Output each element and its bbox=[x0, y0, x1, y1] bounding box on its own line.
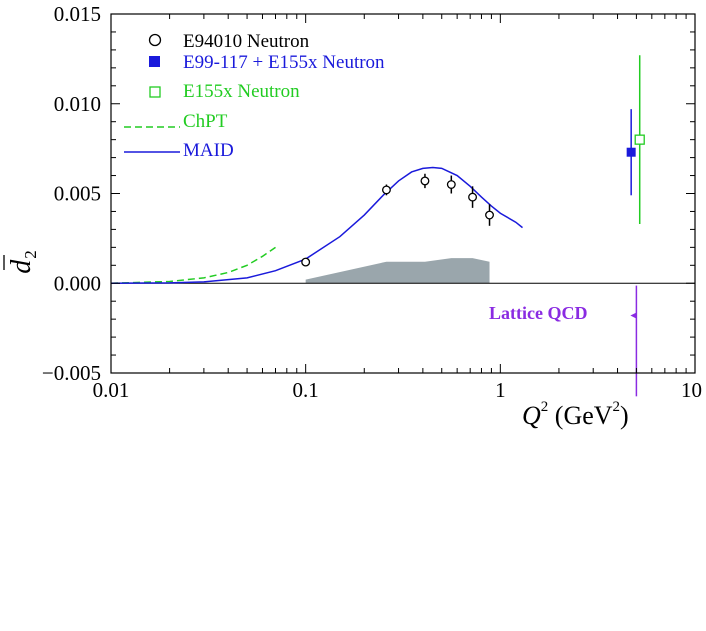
legend-label-maid: MAID bbox=[183, 140, 234, 161]
y-axis-label: d2 bbox=[3, 250, 40, 274]
x-axis-label: Q2 (GeV2) bbox=[522, 399, 629, 430]
y-tick-label: 0.005 bbox=[54, 182, 101, 206]
chpt-curve bbox=[110, 246, 276, 284]
data-point bbox=[381, 185, 391, 195]
y-tick-label: −0.005 bbox=[42, 361, 101, 385]
y-tick-label: 0.015 bbox=[54, 2, 101, 26]
data-point bbox=[420, 176, 430, 186]
legend-open-circle-icon bbox=[148, 33, 162, 47]
legend-filled-square-icon bbox=[149, 56, 160, 67]
data-point bbox=[485, 210, 494, 220]
data-point bbox=[468, 192, 478, 202]
y-tick-label: 0.010 bbox=[54, 92, 101, 116]
systematic-error-band-layer bbox=[305, 258, 490, 284]
theory-curves-layer bbox=[110, 166, 523, 284]
data-point bbox=[301, 257, 311, 267]
legend-label-e94010: E94010 Neutron bbox=[183, 31, 310, 52]
data-points-layer bbox=[301, 55, 645, 267]
y-axis-label-symbol: d2 bbox=[6, 250, 40, 274]
legend-open-square-icon bbox=[149, 86, 161, 98]
axis-ticks-layer bbox=[110, 13, 695, 374]
legend-label-e155x: E155x Neutron bbox=[183, 81, 300, 102]
x-tick-label: 1 bbox=[495, 378, 506, 402]
maid-curve bbox=[110, 166, 523, 284]
systematic-error-band bbox=[305, 258, 490, 284]
data-point bbox=[634, 134, 645, 145]
lattice-qcd-layer bbox=[630, 285, 638, 397]
x-tick-label: 0.01 bbox=[93, 378, 130, 402]
x-tick-label: 0.1 bbox=[293, 378, 319, 402]
legend-label-e99-117: E99-117 + E155x Neutron bbox=[183, 52, 385, 73]
legend-label-chpt: ChPT bbox=[183, 111, 228, 132]
legend: E94010 Neutron E99-117 + E155x Neutron E… bbox=[124, 31, 385, 161]
data-point bbox=[626, 147, 636, 157]
lattice-qcd-marker bbox=[630, 312, 637, 319]
data-point bbox=[446, 180, 456, 189]
axis-tick-labels-layer: 0.01 0.1 1 10 −0.005 0.000 0.005 0.010 0.015 bbox=[42, 2, 702, 402]
x-tick-label: 10 bbox=[681, 378, 702, 402]
y-tick-label: 0.000 bbox=[54, 271, 101, 295]
lattice-qcd-label: Lattice QCD bbox=[489, 303, 587, 323]
